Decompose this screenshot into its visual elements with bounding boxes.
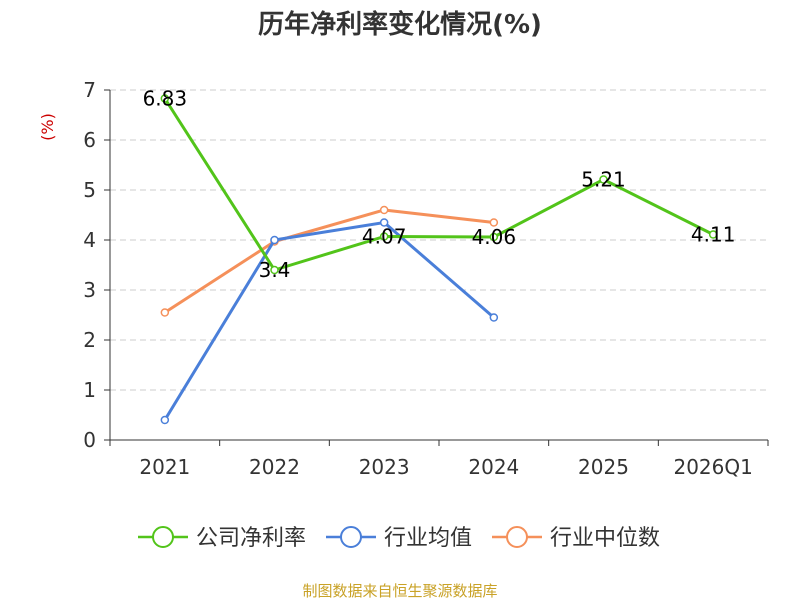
legend-label: 行业均值 xyxy=(384,526,472,551)
y-tick-label: 2 xyxy=(83,328,96,352)
y-tick-label: 5 xyxy=(83,178,96,202)
series-line-1 xyxy=(163,221,495,421)
x-tick-label: 2026Q1 xyxy=(673,455,752,479)
data-point xyxy=(160,308,170,317)
legend-swatch-marker xyxy=(506,526,528,548)
data-point xyxy=(708,230,718,239)
series-line-2 xyxy=(164,208,495,314)
legend-item: 行业均值 xyxy=(326,526,472,551)
data-label: 6.83 xyxy=(143,87,188,111)
data-point xyxy=(489,313,499,322)
x-tick-label: 2023 xyxy=(359,455,410,479)
y-tick-label: 1 xyxy=(83,378,96,402)
series-line-0 xyxy=(163,97,714,272)
data-label: 3.4 xyxy=(259,258,291,282)
legend-item: 公司净利率 xyxy=(138,526,306,551)
legend-label: 公司净利率 xyxy=(196,526,306,551)
data-point xyxy=(270,265,279,275)
legend-label: 行业中位数 xyxy=(550,526,660,551)
gridlines xyxy=(110,89,768,391)
data-point xyxy=(489,232,499,242)
y-tick-label: 0 xyxy=(83,428,96,452)
legend-swatch-marker xyxy=(340,526,362,548)
legend-swatch-marker xyxy=(152,526,174,548)
x-tick-label: 2025 xyxy=(578,455,629,479)
y-tick-label: 3 xyxy=(83,278,96,302)
data-point xyxy=(379,218,389,227)
data-point xyxy=(160,94,170,103)
source-note: 制图数据来自恒生聚源数据库 xyxy=(302,582,497,600)
data-point xyxy=(379,205,389,215)
x-tick-label: 2022 xyxy=(249,455,300,479)
data-label: 4.06 xyxy=(472,225,517,249)
y-tick-label: 4 xyxy=(83,228,96,252)
data-label: 4.11 xyxy=(691,223,736,247)
data-labels: 6.83 3.4 4.07 4.06 5.21 4.11 xyxy=(143,87,736,283)
data-point xyxy=(489,218,499,227)
y-tick-label: 7 xyxy=(83,78,96,102)
series-group xyxy=(160,94,718,425)
axes: 0 1 2 3 4 5 6 7 2021 2022 2023 2024 2025 2026Q1 xyxy=(83,78,769,479)
legend-item: 行业中位数 xyxy=(492,526,660,551)
data-label: 5.21 xyxy=(581,168,626,192)
x-tick-label: 2024 xyxy=(468,455,519,479)
data-point xyxy=(599,175,608,184)
y-axis-unit: (%) xyxy=(38,113,57,141)
data-label: 4.07 xyxy=(362,225,407,249)
x-tick-label: 2021 xyxy=(139,455,190,479)
data-point xyxy=(160,415,170,425)
data-point xyxy=(379,232,389,241)
chart-title: 历年净利率变化情况(%) xyxy=(258,9,542,40)
legend: 公司净利率 行业均值 行业中位数 xyxy=(138,526,660,551)
y-tick-label: 6 xyxy=(83,128,96,152)
data-point xyxy=(270,235,279,245)
